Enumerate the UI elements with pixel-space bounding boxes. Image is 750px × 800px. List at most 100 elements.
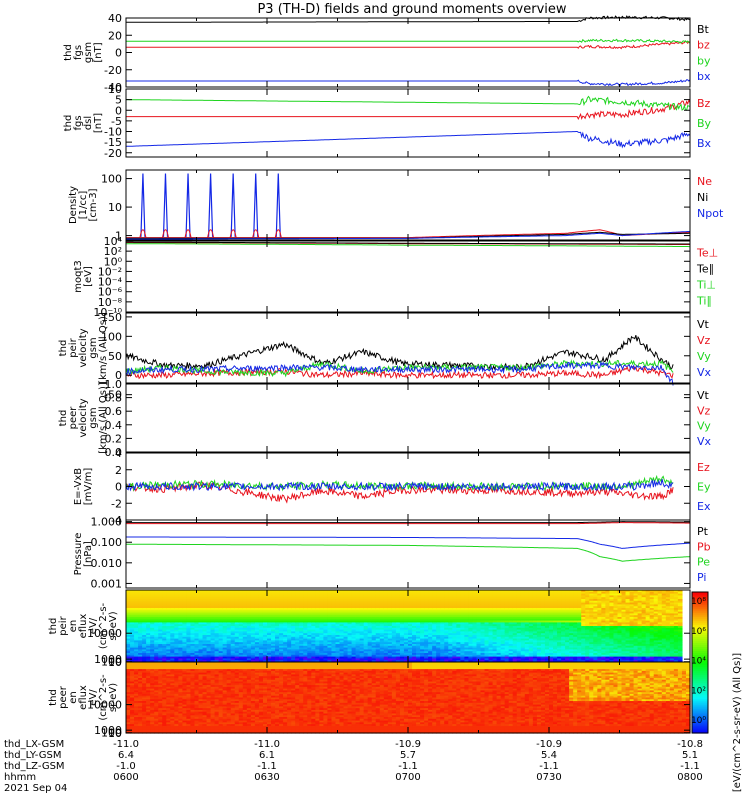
heatmap-cell [174,651,179,654]
heatmap-cell [464,591,470,595]
heatmap-cell [359,611,365,614]
heatmap-cell [275,600,280,604]
heatmap-cell [472,631,478,634]
heatmap-cell [327,620,333,623]
heatmap-cell [267,636,272,640]
heatmap-cell [367,649,373,652]
heatmap-cell [363,656,369,659]
heatmap-cell [222,604,228,607]
heatmap-cell [134,597,139,600]
heatmap-cell [178,606,183,609]
heatmap-cell [283,620,288,623]
heatmap-cell [403,622,409,625]
heatmap-cell [412,606,417,609]
heatmap-cell [424,635,429,638]
heatmap-cell [432,645,437,649]
heatmap-cell [279,626,284,629]
heatmap-cell [436,640,441,643]
heatmap-cell [154,629,159,632]
heatmap-cell [166,593,171,596]
heatmap-cell [416,638,421,641]
heatmap-cell [283,635,288,638]
heatmap-cell [138,642,143,645]
heatmap-cell [311,604,316,607]
heatmap-cell [315,622,320,625]
heatmap-cell [468,618,474,622]
heatmap-cell [403,635,409,638]
heatmap-cell [287,624,292,627]
heatmap-cell [275,649,280,652]
heatmap-cell [214,622,220,625]
heatmap-cell [162,644,167,647]
heatmap-cell [351,600,357,604]
heatmap-cell [363,599,369,602]
heatmap-cell [182,591,188,595]
heatmap-cell [291,658,296,661]
heatmap-cell [327,654,333,658]
heatmap-cell [234,640,240,643]
heatmap-cell [162,635,167,638]
heatmap-cell [299,617,304,620]
heatmap-cell [428,620,433,623]
heatmap-cell [262,613,268,616]
heatmap-cell [303,644,308,647]
heatmap-cell [460,595,465,598]
heatmap-cell [456,660,461,663]
heatmap-cell [283,602,288,605]
heatmap-cell [138,593,143,596]
heatmap-cell [254,645,260,649]
heatmap-cell [158,656,163,659]
heatmap-cell [275,631,280,634]
heatmap-cell [291,606,296,609]
heatmap-cell [254,590,260,593]
heatmap-cell [258,606,264,609]
heatmap-cell [339,640,345,643]
heatmap-cell [403,642,409,645]
heatmap-cell [387,604,393,607]
heatmap-cell [399,654,405,658]
heatmap-cell [295,644,300,647]
heatmap-cell [166,654,171,658]
heatmap-cell [238,606,244,609]
heatmap-cell [295,618,300,622]
heatmap-cell [287,627,292,631]
heatmap-cell [250,645,256,649]
heatmap-cell [343,626,349,629]
heatmap-cell [250,618,256,622]
series-line-By [126,95,691,111]
heatmap-cell [323,631,329,634]
heatmap-cell [198,622,204,625]
heatmap-cell [226,627,232,631]
heatmap-cell [150,629,155,632]
heatmap-cell [250,617,256,620]
heatmap-cell [267,654,272,658]
heatmap-cell [351,651,357,654]
heatmap-cell [331,590,337,593]
heatmap-cell [403,617,409,620]
heatmap-cell [267,602,272,605]
heatmap-cell [291,599,296,602]
heatmap-cell [230,609,236,613]
heatmap-cell [190,644,196,647]
heatmap-cell [299,660,304,663]
heatmap-cell [335,649,341,652]
heatmap-cell [387,629,393,632]
heatmap-cell [303,618,308,622]
heatmap-cell [408,651,413,654]
heatmap-cell [371,626,377,629]
heatmap-cell [258,608,264,611]
heatmap-cell [170,597,175,600]
heatmap-cell [363,608,369,611]
heatmap-cell [271,647,276,650]
heatmap-cell [391,597,397,600]
heatmap-cell [134,622,139,625]
heatmap-cell [440,645,445,649]
heatmap-cell [379,645,385,649]
heatmap-cell [222,656,228,659]
heatmap-cell [275,599,280,602]
heatmap-cell [198,644,204,647]
heatmap-cell [428,611,433,614]
heatmap-cell [391,604,397,607]
heatmap-cell [130,638,135,641]
